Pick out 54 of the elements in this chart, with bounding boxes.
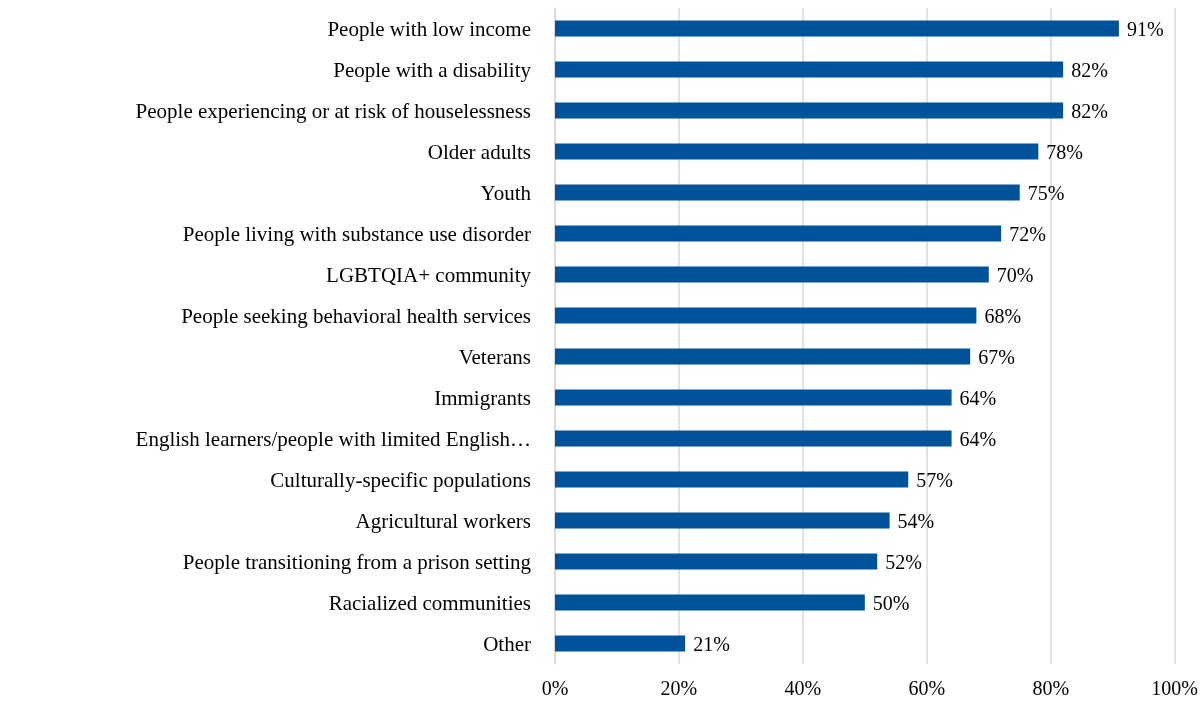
data-label: 64% [959, 386, 997, 409]
data-label: 75% [1027, 181, 1065, 204]
y-tick-label: Racialized communities [328, 590, 531, 615]
data-label: 52% [885, 550, 922, 573]
data-label: 72% [1009, 222, 1046, 245]
bar [555, 102, 1064, 119]
bar [555, 266, 989, 283]
bar [555, 184, 1020, 201]
data-label: 91% [1126, 17, 1164, 40]
y-tick-label: People with low income [327, 16, 531, 41]
bar [555, 307, 977, 324]
data-label: 64% [959, 427, 997, 450]
y-tick-label: People with a disability [333, 57, 532, 82]
y-tick-label: English learners/people with limited English… [135, 426, 531, 451]
y-tick-label: Culturally-specific populations [270, 467, 531, 492]
data-label: 50% [872, 591, 910, 614]
y-tick-label: Veterans [458, 344, 531, 369]
y-tick-label: People seeking behavioral health services [181, 303, 531, 328]
x-tick-label: 100% [1151, 677, 1199, 699]
data-label: 21% [693, 632, 730, 655]
data-label: 78% [1046, 140, 1084, 163]
y-tick-label: LGBTQIA+ community [326, 262, 532, 287]
data-label: 67% [978, 345, 1015, 368]
bar [555, 512, 890, 529]
data-label: 82% [1071, 58, 1108, 81]
y-tick-label: People living with substance use disorder [182, 221, 531, 246]
y-tick-label: People experiencing or at risk of houselessness [135, 98, 531, 123]
bar [555, 594, 865, 611]
bar [555, 389, 952, 406]
x-tick-label: 20% [660, 677, 698, 699]
bar [555, 430, 952, 447]
x-tick-label: 60% [908, 677, 946, 699]
y-tick-label: Other [483, 631, 531, 656]
bar [555, 20, 1119, 37]
bar [555, 471, 909, 488]
data-label: 70% [996, 263, 1034, 286]
bar [555, 553, 878, 570]
bar [555, 225, 1002, 242]
y-tick-label: Youth [480, 180, 532, 205]
data-label: 57% [916, 468, 953, 491]
y-tick-label: People transitioning from a prison setting [182, 549, 532, 574]
bar [555, 635, 686, 652]
y-tick-label: Agricultural workers [355, 508, 531, 533]
y-tick-label: Immigrants [434, 385, 531, 410]
bar [555, 348, 971, 365]
x-tick-label: 80% [1032, 677, 1070, 699]
data-label: 82% [1071, 99, 1108, 122]
x-tick-label: 0% [541, 677, 569, 699]
data-label: 68% [984, 304, 1022, 327]
data-label: 54% [897, 509, 935, 532]
x-tick-label: 40% [784, 677, 822, 699]
bar [555, 61, 1064, 78]
bar [555, 143, 1039, 160]
y-tick-label: Older adults [427, 139, 531, 164]
